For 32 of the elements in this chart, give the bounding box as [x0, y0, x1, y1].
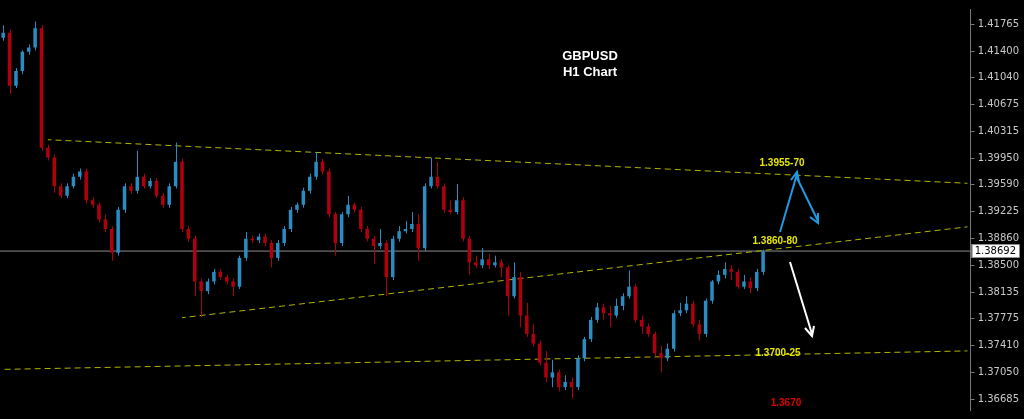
y-tick-label: 1.38135	[977, 285, 1020, 297]
candlestick	[473, 255, 478, 269]
y-tick-label: 1.40675	[977, 98, 1020, 110]
y-tick-label: 1.37410	[977, 339, 1020, 351]
y-tick-label: 1.38500	[977, 258, 1020, 270]
y-tick-label: 1.37050	[977, 365, 1020, 377]
candlestick	[397, 225, 401, 243]
candlestick	[263, 233, 267, 247]
annotation: 1.3955-70	[759, 156, 805, 168]
text: GBPUSD	[561, 48, 619, 63]
annotation: 1.3700-25	[755, 346, 801, 358]
text: H1 Chart	[561, 64, 619, 79]
y-tick-label: 1.41400	[977, 44, 1020, 56]
annotation: 1.3860-80	[752, 235, 798, 247]
y-tick-label: 1.39225	[977, 205, 1020, 217]
candlestick	[640, 314, 644, 335]
y-tick-label: 1.37775	[977, 312, 1020, 324]
candlestick	[78, 168, 82, 181]
y-tick-label: 1.38860	[977, 232, 1020, 244]
y-tick-label: 1.39590	[977, 178, 1020, 190]
candlestick	[729, 264, 733, 281]
candlestick	[378, 228, 382, 250]
ref-line-label: 1.38692	[974, 245, 1017, 257]
candlestick	[678, 302, 682, 317]
annotation: 1.3670	[770, 396, 802, 408]
y-tick-label: 1.36685	[977, 392, 1020, 404]
candlestick	[493, 255, 497, 268]
y-tick-label: 1.41040	[977, 71, 1020, 83]
y-tick-label: 1.40315	[977, 124, 1020, 136]
y-tick-label: 1.39950	[977, 151, 1020, 163]
candlestick	[129, 182, 133, 195]
y-tick-label: 1.41765	[977, 17, 1020, 29]
